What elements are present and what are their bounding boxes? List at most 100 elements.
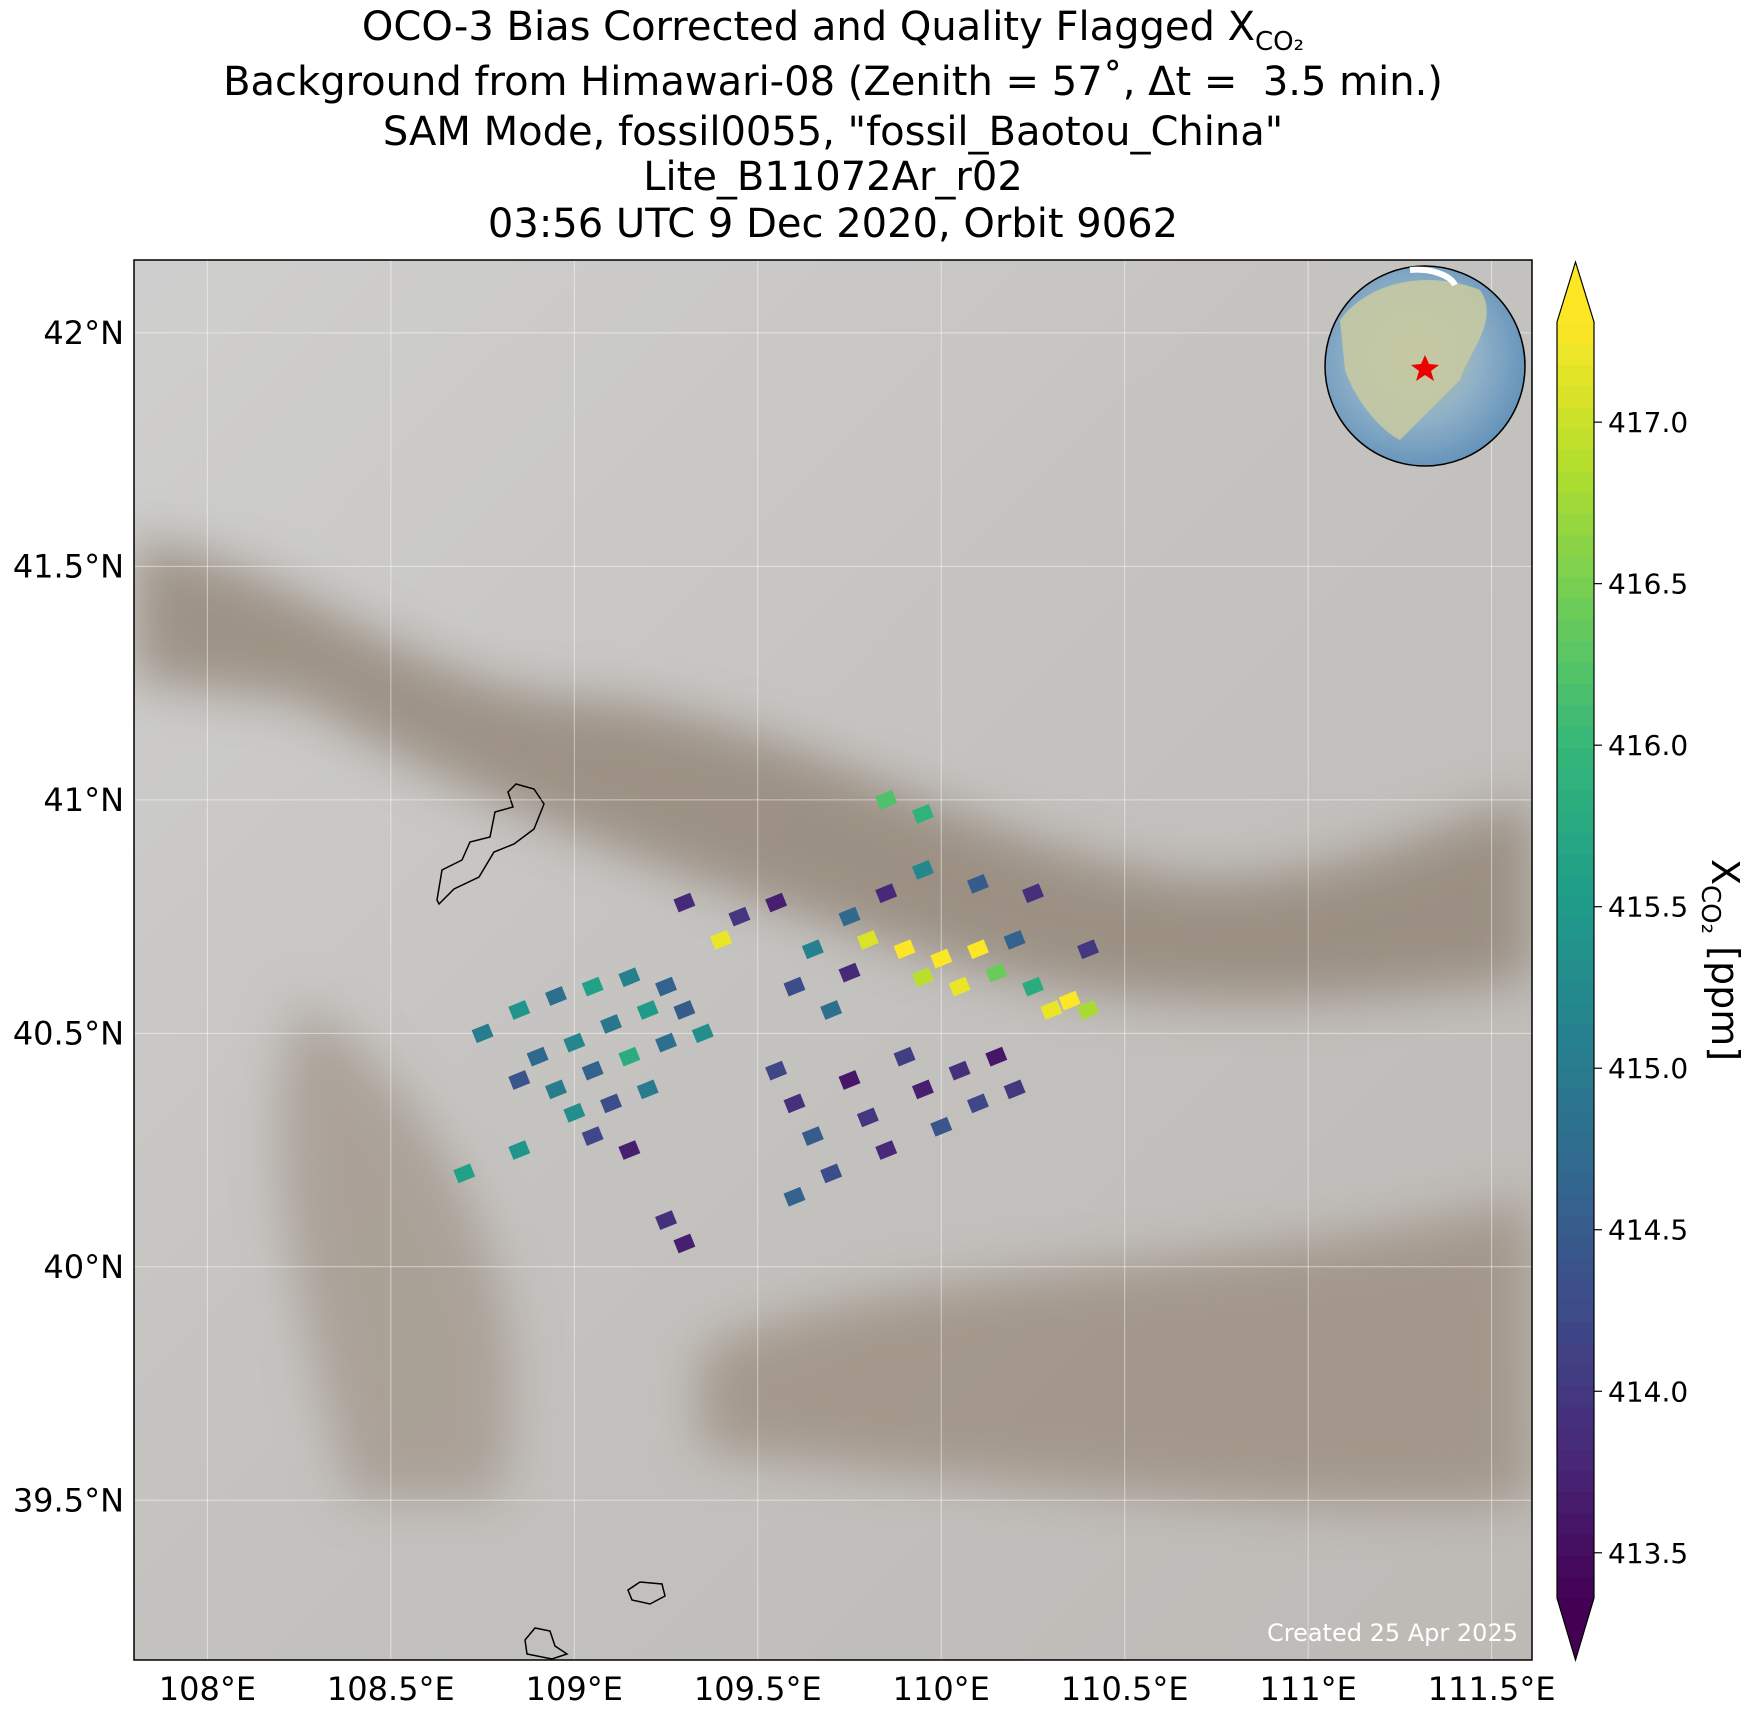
colorbar-segment xyxy=(1557,1300,1594,1323)
colorbar-segment xyxy=(1557,1172,1594,1195)
sounding xyxy=(801,1126,824,1146)
colorbar-segment xyxy=(1557,960,1594,982)
y-tick-label: 41.5°N xyxy=(13,547,124,585)
annotation: Created 25 Apr 2025 xyxy=(1267,1619,1518,1647)
grid xyxy=(134,260,1532,1660)
sounding xyxy=(1022,883,1044,904)
colorbar-segment xyxy=(1557,407,1594,429)
sounding xyxy=(655,1210,678,1230)
sounding xyxy=(526,1046,549,1067)
colorbar-tick-label: 415.5 xyxy=(1608,891,1688,924)
sounding xyxy=(820,1163,843,1184)
colorbar-segment xyxy=(1557,1193,1594,1216)
x-tick-label: 108.5°E xyxy=(327,1670,455,1708)
sounding xyxy=(966,1093,989,1114)
colorbar-segment xyxy=(1557,1406,1594,1429)
colorbar-segment xyxy=(1557,832,1594,855)
colorbar-segment xyxy=(1557,1002,1594,1025)
sounding xyxy=(600,1014,622,1034)
colorbar-segment xyxy=(1557,449,1594,472)
colorbar-segment xyxy=(1557,917,1594,940)
titles: OCO-3 Bias Corrected and Quality Flagged… xyxy=(223,4,1443,247)
colorbar: 413.5 414.0 414.5 415.0 415.5 416.0 416.5 417.0 xyxy=(1556,259,1688,1663)
sounding xyxy=(875,789,898,810)
y-tick-label: 39.5°N xyxy=(13,1481,124,1519)
sounding xyxy=(673,1000,696,1020)
colorbar-segment xyxy=(1557,1279,1594,1301)
sounding xyxy=(563,1102,586,1123)
colorbar-segment xyxy=(1557,322,1594,344)
x-tick-label: 111°E xyxy=(1260,1670,1357,1708)
sounding xyxy=(453,1163,476,1184)
colorbar-segment xyxy=(1557,428,1594,451)
sounding xyxy=(820,1000,843,1020)
colorbar-segment xyxy=(1557,938,1594,961)
sounding xyxy=(801,939,824,960)
sounding xyxy=(508,1000,531,1020)
sounding xyxy=(911,1079,934,1100)
colorbar-segment xyxy=(1557,1385,1594,1408)
colorbar-frame xyxy=(1556,259,1595,1663)
sounding xyxy=(581,1060,604,1081)
sounding xyxy=(655,976,678,997)
y-tick-label: 40°N xyxy=(43,1248,124,1286)
sounding xyxy=(471,1023,494,1044)
colorbar-segment xyxy=(1557,1215,1594,1238)
colorbar-segment xyxy=(1557,1257,1594,1280)
colorbar-segment xyxy=(1557,513,1594,536)
colorbar-segment xyxy=(1557,641,1594,663)
sounding xyxy=(893,939,916,960)
sounding xyxy=(838,962,861,983)
inset-globe xyxy=(1324,265,1526,467)
colorbar-tick-label: 417.0 xyxy=(1608,406,1688,439)
sounding xyxy=(1058,990,1081,1011)
colorbar-segment xyxy=(1557,1045,1594,1067)
colorbar-segment xyxy=(1557,662,1594,685)
colorbar-label-unit: [ppm] xyxy=(1703,934,1747,1061)
colorbar-label-text: X xyxy=(1703,859,1747,885)
colorbar-segment xyxy=(1557,747,1594,770)
y-tick-label: 40.5°N xyxy=(13,1014,124,1052)
colorbar-segment xyxy=(1557,683,1594,706)
sounding xyxy=(581,976,604,997)
colorbar-segment xyxy=(1557,619,1594,642)
sounding xyxy=(618,1046,641,1067)
colorbar-tick-label: 415.0 xyxy=(1608,1052,1688,1085)
sounding xyxy=(911,860,934,880)
colorbar-segment xyxy=(1557,789,1594,812)
colorbar-segment xyxy=(1557,726,1594,748)
colorbar-segment xyxy=(1557,577,1594,600)
sounding xyxy=(911,967,934,988)
colorbar-segment xyxy=(1557,1555,1594,1578)
colorbar-tick-label: 414.5 xyxy=(1608,1214,1688,1247)
colorbar-segment xyxy=(1557,768,1594,791)
colorbar-segment xyxy=(1557,1108,1594,1131)
sounding xyxy=(783,1093,806,1114)
colorbar-segment xyxy=(1557,1491,1594,1514)
x-tick-label: 109.5°E xyxy=(694,1670,822,1708)
colorbar-segment xyxy=(1557,896,1594,919)
x-tick-label: 111.5°E xyxy=(1428,1670,1556,1708)
colorbar-segment xyxy=(1557,1534,1594,1557)
colorbar-tick-label: 416.5 xyxy=(1608,568,1688,601)
sounding xyxy=(545,1079,567,1100)
colorbar-segment xyxy=(1557,1427,1594,1450)
sounding xyxy=(875,883,898,904)
colorbar-segment xyxy=(1557,492,1594,514)
sounding xyxy=(508,1070,531,1090)
sounding xyxy=(563,1032,586,1053)
colorbar-segment xyxy=(1557,874,1594,897)
colorbar-segment xyxy=(1557,1151,1594,1174)
y-tick-label: 42°N xyxy=(43,314,124,352)
colorbar-tick-label: 413.5 xyxy=(1608,1537,1688,1570)
colorbar-segment xyxy=(1557,364,1594,387)
map-frame xyxy=(133,259,1533,1661)
title-line: Lite_B11072Ar_r02 xyxy=(643,154,1023,200)
title-subscript: CO₂ xyxy=(1255,27,1304,57)
colorbar-segment xyxy=(1557,555,1594,578)
sounding xyxy=(636,1000,659,1020)
colorbar-extend xyxy=(1557,1598,1594,1660)
sounding xyxy=(966,874,989,894)
x-tick-label: 110°E xyxy=(893,1670,990,1708)
sounding xyxy=(948,1060,971,1081)
